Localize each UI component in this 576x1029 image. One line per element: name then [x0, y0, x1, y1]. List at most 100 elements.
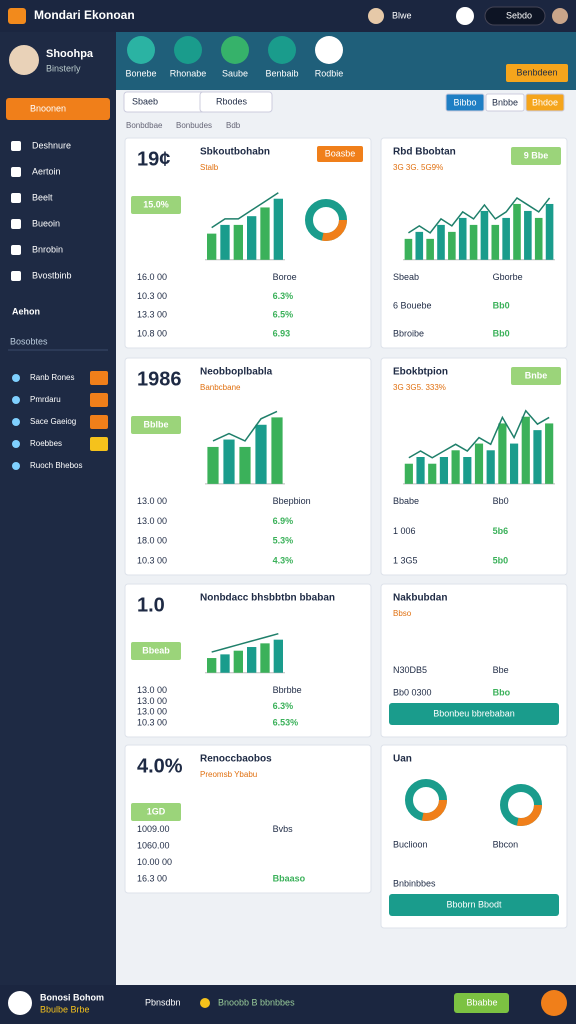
bar: [451, 450, 460, 484]
nav-item[interactable]: Deshnure: [32, 140, 71, 150]
card-badge-label: 1GD: [147, 806, 166, 816]
nav-icon: [11, 245, 21, 255]
bar: [545, 423, 554, 484]
stat-left: 13.0 00: [137, 685, 167, 695]
stat-left: 18.0 00: [137, 536, 167, 546]
nav-link[interactable]: Roebbes: [30, 439, 62, 448]
stat-left: 13.0 00: [137, 696, 167, 706]
nav-icon: [11, 271, 21, 281]
card-action[interactable]: [317, 146, 363, 162]
bar: [486, 450, 495, 484]
stat-right: Bbo: [493, 687, 511, 697]
stat-left: 1009.00: [137, 824, 170, 834]
menu-icon[interactable]: [8, 8, 26, 24]
stat-right: 6.53%: [273, 717, 299, 727]
nav-icon[interactable]: [127, 36, 155, 64]
card-badge-label: 15.0%: [143, 199, 169, 209]
stat-right: 5.3%: [273, 536, 294, 546]
stat-left: 6 Bouebe: [393, 300, 432, 310]
nav-icon[interactable]: [221, 36, 249, 64]
donut-segment: [305, 199, 347, 241]
card-value: 1.0: [137, 594, 165, 616]
breadcrumb[interactable]: Bdb: [226, 121, 241, 130]
breadcrumb[interactable]: Bonbdbae: [126, 121, 163, 130]
stat-left: 1060.00: [137, 840, 170, 850]
nav-icon[interactable]: [174, 36, 202, 64]
bar: [220, 224, 230, 260]
stat-right: 6.9%: [273, 516, 294, 526]
bar: [239, 446, 251, 484]
link-icon: [12, 462, 20, 470]
user-name: Blwe: [392, 10, 412, 20]
nav-item[interactable]: Bnrobin: [32, 244, 63, 254]
link-icon: [12, 440, 20, 448]
primary-button[interactable]: [6, 98, 110, 120]
avatar[interactable]: [552, 8, 568, 24]
bar: [509, 443, 519, 484]
bottom-link[interactable]: Pbnsdbn: [145, 997, 181, 1007]
bar: [513, 203, 521, 260]
avatar[interactable]: [368, 8, 384, 24]
nav-icon[interactable]: [315, 36, 343, 64]
primary-button-label: Bnoonen: [30, 103, 66, 113]
card: [124, 744, 372, 894]
nav-link[interactable]: Sace Gaeiog: [30, 417, 76, 426]
status-dot: [200, 998, 210, 1008]
nav-item[interactable]: Bueoin: [32, 218, 60, 228]
nav-link[interactable]: Pmrdaru: [30, 395, 61, 404]
bar: [207, 446, 219, 484]
app-title: Mondari Ekonoan: [34, 8, 135, 22]
bar: [207, 233, 217, 260]
bar: [404, 463, 413, 484]
nav-icon[interactable]: [268, 36, 296, 64]
nav-item[interactable]: Bvostbinb: [32, 270, 72, 280]
toolbar-button[interactable]: [445, 93, 485, 112]
filter-input[interactable]: [199, 91, 273, 113]
trend-line: [211, 632, 279, 653]
nav-label: Saube: [222, 68, 248, 78]
link-badge: [90, 371, 108, 385]
bar: [416, 457, 425, 484]
card-button[interactable]: [389, 703, 559, 725]
bottom-button[interactable]: [454, 993, 509, 1013]
nav-item[interactable]: Beelt: [32, 192, 53, 202]
bar: [437, 224, 445, 260]
nav-link[interactable]: Ranb Rones: [30, 373, 74, 382]
nav-item[interactable]: Aertoin: [32, 166, 61, 176]
bar: [524, 210, 532, 260]
stat-left: 13.3 00: [137, 310, 167, 320]
card-title: Renoccbaobos: [200, 754, 272, 765]
toolbar-button-label: Bhdoe: [532, 97, 558, 107]
donut-segment: [405, 779, 447, 821]
bar: [247, 647, 257, 673]
stat-left: 10.3 00: [137, 717, 167, 727]
stat-left: 16.0 00: [137, 272, 167, 282]
card-subtitle: 3G 3G5. 333%: [393, 383, 446, 392]
bottom-role: Bbulbe Brbe: [40, 1004, 90, 1014]
nav-icon: [11, 141, 21, 151]
card-title: Ebokbtpion: [393, 367, 448, 378]
stat-right: Boroe: [273, 272, 297, 282]
badge[interactable]: [484, 6, 546, 26]
card-value: 1986: [137, 368, 182, 390]
link-icon: [12, 374, 20, 382]
toolbar-button[interactable]: [485, 93, 525, 112]
nav-link[interactable]: Ruoch Bhebos: [30, 461, 82, 470]
bar: [534, 217, 543, 260]
card-badge-label: Bnbe: [525, 370, 548, 380]
stat-right: 6.5%: [273, 310, 294, 320]
toolbar-button[interactable]: [525, 93, 565, 112]
trend-line: [408, 409, 550, 459]
avatar[interactable]: [541, 990, 567, 1016]
header-button[interactable]: [506, 64, 568, 82]
stat-left: 1 006: [393, 526, 416, 536]
card-button[interactable]: [389, 894, 559, 916]
toolbar-button-label: Bibbo: [453, 97, 476, 107]
breadcrumb[interactable]: Bonbudes: [176, 121, 212, 130]
card-badge-label: 9 Bbe: [524, 150, 549, 160]
card-action-label: Boasbe: [325, 148, 356, 158]
group-label: Bosobtes: [10, 336, 48, 346]
avatar[interactable]: [456, 7, 474, 25]
bar: [448, 231, 456, 260]
